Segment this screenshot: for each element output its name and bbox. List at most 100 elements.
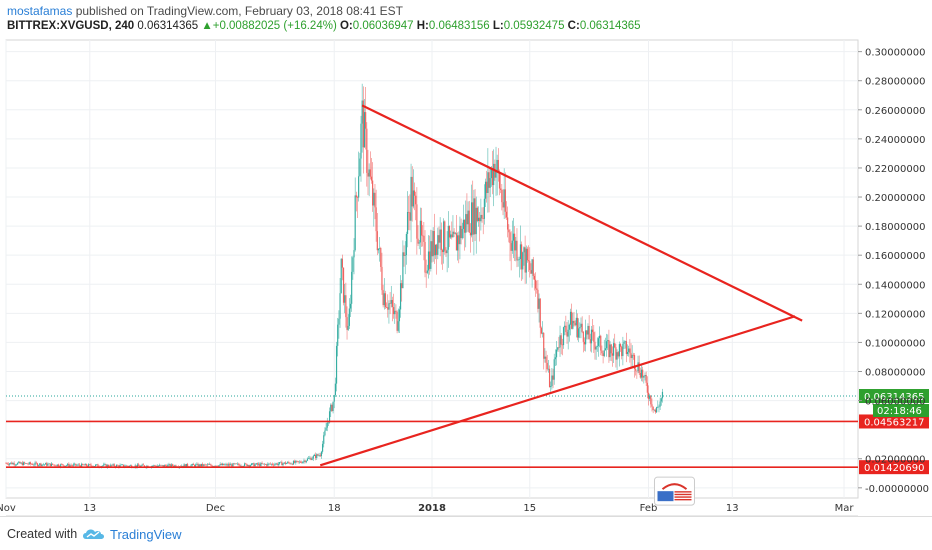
candle-body: [590, 329, 593, 344]
candle-body: [645, 375, 647, 383]
candle-body: [82, 463, 84, 465]
candle-body: [447, 225, 449, 250]
candle-body: [256, 463, 259, 465]
candle-body: [555, 349, 558, 358]
chart-grid: [5, 39, 859, 516]
candle-body: [580, 323, 582, 327]
low-value: 0.05932475: [503, 20, 565, 32]
candle-body: [644, 375, 646, 377]
candle-body: [156, 465, 158, 467]
footer: Created with TradingView: [0, 516, 932, 550]
candle-body: [593, 332, 595, 342]
candle-body: [117, 465, 119, 466]
candle-body: [538, 298, 540, 309]
author-link[interactable]: mostafamas: [7, 4, 73, 18]
candle-body: [368, 169, 370, 177]
candle-body: [212, 466, 214, 467]
candle-body: [261, 463, 263, 464]
candle-body: [344, 295, 346, 303]
candle-body: [309, 457, 311, 459]
candle-body: [7, 464, 9, 465]
candle-body: [244, 463, 246, 467]
price-chart[interactable]: 0.04563217 0.01420690 0.06314365 02:18:46 0…: [0, 0, 932, 516]
candle-body: [632, 354, 634, 356]
candle-body: [386, 307, 388, 308]
candle-body: [441, 249, 444, 253]
candle-body: [183, 464, 185, 467]
candle-body: [50, 463, 52, 467]
candle-body: [40, 463, 42, 466]
candle-body: [360, 123, 362, 159]
time-axis[interactable]: Nov 13 Dec 18 2018 15 Feb 13 Mar: [0, 503, 854, 514]
candle-body: [618, 344, 620, 357]
candle-body: [575, 317, 577, 326]
candle-body: [297, 461, 299, 462]
candle-body: [358, 176, 360, 198]
y-tick-label: -0.00000000: [865, 484, 929, 495]
candle-body: [410, 176, 412, 221]
price-axis[interactable]: 0.30000000 0.28000000 0.26000000 0.24000000…: [858, 48, 929, 495]
candle-body: [111, 464, 113, 466]
candle-body: [445, 250, 447, 254]
candle-body: [97, 464, 99, 467]
countdown-tag: [873, 404, 929, 418]
candle-body: [175, 465, 177, 467]
candle-body: [569, 311, 572, 325]
candle-body: [504, 189, 506, 212]
candle-body: [192, 464, 194, 465]
x-tick-label: 18: [328, 503, 341, 514]
candle-body: [438, 235, 440, 243]
candle-body: [608, 340, 610, 358]
candle-body: [126, 465, 128, 467]
candle-body: [218, 465, 220, 467]
candle-body: [8, 463, 11, 465]
candle-body: [657, 406, 659, 408]
symbol-label[interactable]: BITTREX:XVGUSD, 240: [7, 20, 135, 32]
candle-body: [121, 464, 123, 466]
candle-body: [493, 163, 495, 186]
x-tick-label: 15: [523, 503, 536, 514]
candle-body: [304, 460, 306, 463]
candle-body: [652, 406, 654, 411]
candle-body: [346, 317, 348, 330]
candle-body: [48, 463, 50, 465]
candle-body: [54, 464, 56, 466]
candle-body: [353, 250, 355, 258]
candle-body: [136, 464, 139, 468]
candle-body: [605, 341, 608, 349]
candle-body: [232, 463, 234, 467]
candle-body: [321, 443, 324, 452]
candle-body: [448, 225, 451, 238]
candle-body: [281, 461, 283, 466]
candle-body: [230, 464, 232, 466]
tradingview-brand-link[interactable]: TradingView: [110, 527, 182, 542]
candle-body: [596, 345, 598, 347]
candle-body: [290, 463, 292, 465]
candle-body: [516, 240, 518, 261]
candle-body: [484, 181, 487, 199]
candle-body: [404, 255, 406, 256]
y-tick-label: 0.26000000: [865, 106, 925, 117]
candle-body: [75, 463, 77, 466]
candle-body: [653, 409, 655, 411]
candle-body: [140, 465, 142, 467]
candle-body: [382, 290, 384, 306]
candle-body: [406, 211, 409, 234]
candle-body: [409, 212, 411, 221]
candle-body: [154, 465, 156, 466]
last-price: 0.06314365: [137, 20, 199, 32]
candle-body: [453, 231, 455, 234]
candle-body: [32, 464, 34, 465]
candle-body: [323, 435, 325, 444]
candle-body: [15, 464, 18, 466]
candle-body: [546, 362, 548, 370]
trendline[interactable]: [319, 315, 796, 467]
candle-body: [162, 464, 164, 467]
y-tick-label: 0.28000000: [865, 77, 925, 88]
trendline[interactable]: [361, 104, 803, 322]
candle-body: [394, 310, 396, 315]
candle-body: [475, 207, 477, 235]
candle-body: [592, 329, 594, 333]
candle-body: [443, 221, 445, 253]
candle-body: [519, 244, 522, 260]
